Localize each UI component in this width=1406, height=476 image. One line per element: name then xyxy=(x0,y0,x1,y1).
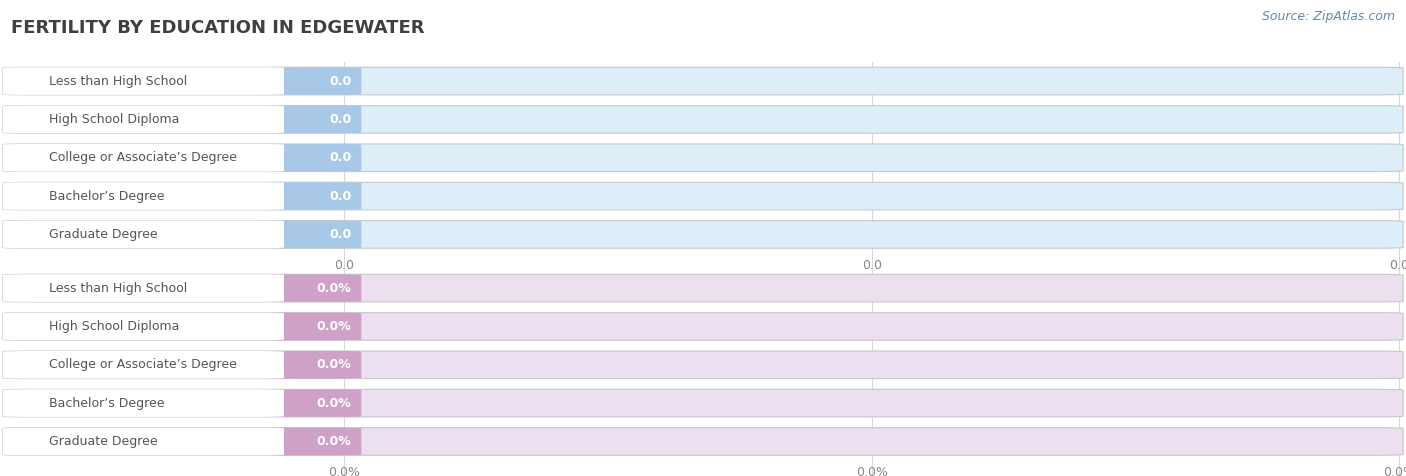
Text: Bachelor’s Degree: Bachelor’s Degree xyxy=(49,189,165,203)
FancyBboxPatch shape xyxy=(3,144,291,171)
FancyBboxPatch shape xyxy=(3,106,291,133)
FancyBboxPatch shape xyxy=(3,389,1403,417)
Text: 0.0: 0.0 xyxy=(1389,259,1406,272)
FancyBboxPatch shape xyxy=(3,106,284,133)
Text: Bachelor’s Degree: Bachelor’s Degree xyxy=(49,397,165,410)
Text: High School Diploma: High School Diploma xyxy=(49,320,180,333)
FancyBboxPatch shape xyxy=(3,144,284,171)
FancyBboxPatch shape xyxy=(3,221,284,248)
Text: College or Associate’s Degree: College or Associate’s Degree xyxy=(49,151,238,164)
Text: 0.0: 0.0 xyxy=(329,189,352,203)
FancyBboxPatch shape xyxy=(3,182,1403,210)
FancyBboxPatch shape xyxy=(3,351,291,378)
Text: 0.0%: 0.0% xyxy=(329,466,360,476)
Text: 0.0%: 0.0% xyxy=(316,282,352,295)
FancyBboxPatch shape xyxy=(3,427,361,455)
FancyBboxPatch shape xyxy=(3,67,361,95)
FancyBboxPatch shape xyxy=(3,274,361,302)
Text: 0.0: 0.0 xyxy=(329,113,352,126)
FancyBboxPatch shape xyxy=(3,389,361,417)
FancyBboxPatch shape xyxy=(3,182,291,210)
FancyBboxPatch shape xyxy=(3,67,1403,95)
FancyBboxPatch shape xyxy=(3,313,1403,340)
Text: 0.0%: 0.0% xyxy=(316,320,352,333)
FancyBboxPatch shape xyxy=(3,144,361,171)
FancyBboxPatch shape xyxy=(3,67,291,95)
FancyBboxPatch shape xyxy=(3,313,361,340)
Text: 0.0%: 0.0% xyxy=(316,435,352,448)
FancyBboxPatch shape xyxy=(3,389,284,417)
Text: Source: ZipAtlas.com: Source: ZipAtlas.com xyxy=(1261,10,1395,22)
FancyBboxPatch shape xyxy=(3,182,284,210)
Text: College or Associate’s Degree: College or Associate’s Degree xyxy=(49,358,238,371)
FancyBboxPatch shape xyxy=(3,106,361,133)
Text: 0.0: 0.0 xyxy=(335,259,354,272)
FancyBboxPatch shape xyxy=(3,274,284,302)
FancyBboxPatch shape xyxy=(3,182,361,210)
FancyBboxPatch shape xyxy=(3,313,284,340)
FancyBboxPatch shape xyxy=(3,221,291,248)
Text: 0.0: 0.0 xyxy=(329,75,352,88)
FancyBboxPatch shape xyxy=(3,427,291,455)
FancyBboxPatch shape xyxy=(3,351,284,378)
Text: 0.0%: 0.0% xyxy=(856,466,887,476)
FancyBboxPatch shape xyxy=(3,427,1403,455)
Text: FERTILITY BY EDUCATION IN EDGEWATER: FERTILITY BY EDUCATION IN EDGEWATER xyxy=(11,19,425,37)
Text: 0.0%: 0.0% xyxy=(316,358,352,371)
FancyBboxPatch shape xyxy=(3,221,1403,248)
Text: Graduate Degree: Graduate Degree xyxy=(49,228,157,241)
FancyBboxPatch shape xyxy=(3,351,361,378)
Text: 0.0: 0.0 xyxy=(862,259,882,272)
Text: 0.0: 0.0 xyxy=(329,228,352,241)
Text: Less than High School: Less than High School xyxy=(49,282,187,295)
FancyBboxPatch shape xyxy=(3,313,291,340)
FancyBboxPatch shape xyxy=(3,221,361,248)
Text: 0.0%: 0.0% xyxy=(316,397,352,410)
Text: Less than High School: Less than High School xyxy=(49,75,187,88)
Text: 0.0: 0.0 xyxy=(329,151,352,164)
FancyBboxPatch shape xyxy=(3,351,1403,378)
Text: 0.0%: 0.0% xyxy=(1384,466,1406,476)
FancyBboxPatch shape xyxy=(3,106,1403,133)
FancyBboxPatch shape xyxy=(3,67,284,95)
FancyBboxPatch shape xyxy=(3,274,1403,302)
FancyBboxPatch shape xyxy=(3,427,284,455)
FancyBboxPatch shape xyxy=(3,144,1403,171)
Text: Graduate Degree: Graduate Degree xyxy=(49,435,157,448)
FancyBboxPatch shape xyxy=(3,274,291,302)
Text: High School Diploma: High School Diploma xyxy=(49,113,180,126)
FancyBboxPatch shape xyxy=(3,389,291,417)
